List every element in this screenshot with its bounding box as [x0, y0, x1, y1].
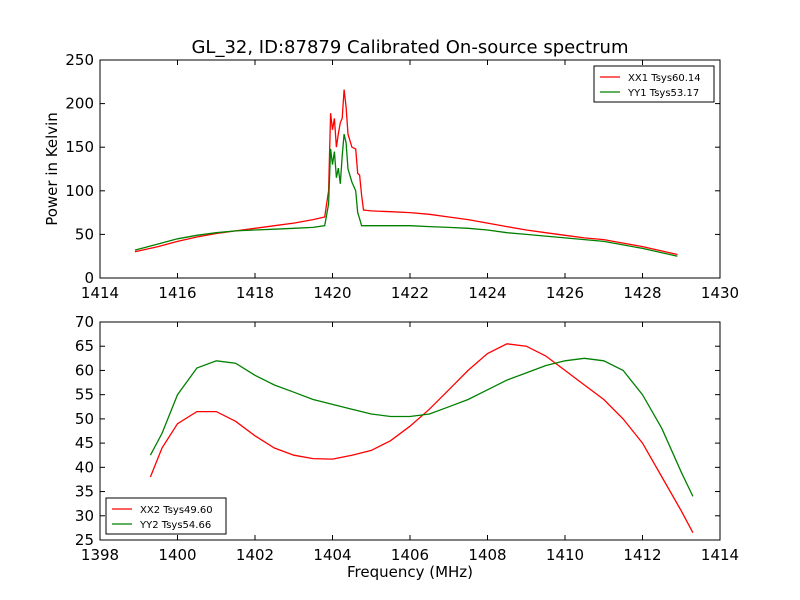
top-plot-y-axis-label: Power in Kelvin: [43, 112, 61, 226]
bottom-y-tick-label: 25: [75, 531, 94, 549]
bottom-plot-series: [149, 343, 694, 534]
top-y-tick-label: 150: [65, 138, 94, 156]
top-legend-label-1: XX1 Tsys60.14: [628, 73, 701, 84]
top-series-line-2: [134, 133, 678, 257]
top-legend-box: [593, 65, 715, 103]
top-y-tick-label: 100: [65, 182, 94, 200]
bottom-y-tick-label: 60: [75, 361, 94, 379]
top-y-tick-label: 50: [75, 225, 94, 243]
top-y-tick-label: 200: [65, 95, 94, 113]
bottom-plot-x-axis-label: Frequency (MHz): [347, 563, 473, 581]
top-x-tick-label: 1416: [158, 284, 196, 302]
bottom-y-tick-label: 50: [75, 410, 94, 428]
top-plot-ticks: 1414 1416 1418 1420 1422 1424 1426 1428 1430 0 50 1…: [65, 51, 739, 302]
bottom-x-tick-label: 1406: [391, 546, 429, 564]
bottom-legend-label-1: XX2 Tsys49.60: [140, 505, 213, 516]
bottom-y-tick-label: 65: [75, 337, 94, 355]
top-x-tick-label: 1414: [81, 284, 119, 302]
bottom-plot: 1398 1400 1402 1404 1406 1408 1410 1412 1414 25 30…: [75, 313, 739, 581]
top-x-tick-label: 1418: [236, 284, 274, 302]
bottom-y-tick-label: 55: [75, 386, 94, 404]
bottom-plot-legend: XX2 Tsys49.60 YY2 Tsys54.66: [105, 497, 227, 535]
top-x-tick-label: 1422: [391, 284, 429, 302]
bottom-plot-ticks: 1398 1400 1402 1404 1406 1408 1410 1412 1414 25 30…: [75, 313, 739, 564]
bottom-x-tick-label: 1404: [313, 546, 351, 564]
bottom-series-line-2: [149, 357, 694, 497]
bottom-x-tick-label: 1398: [81, 546, 119, 564]
bottom-legend-box: [105, 497, 227, 535]
top-y-tick-label: 0: [84, 269, 94, 287]
top-series-line-1: [134, 89, 678, 256]
figure-title: GL_32, ID:87879 Calibrated On-source spe…: [191, 37, 628, 58]
top-y-tick-label: 250: [65, 51, 94, 69]
top-plot: 1414 1416 1418 1420 1422 1424 1426 1428 1430 0 50 1…: [43, 51, 739, 302]
top-plot-series: [134, 89, 678, 257]
top-plot-legend: XX1 Tsys60.14 YY1 Tsys53.17: [593, 65, 715, 103]
bottom-y-tick-label: 35: [75, 483, 94, 501]
bottom-y-tick-label: 45: [75, 434, 94, 452]
bottom-x-tick-label: 1408: [468, 546, 506, 564]
bottom-x-tick-label: 1414: [701, 546, 739, 564]
bottom-legend-label-2: YY2 Tsys54.66: [139, 520, 211, 531]
bottom-y-tick-label: 70: [75, 313, 94, 331]
top-x-tick-label: 1424: [468, 284, 506, 302]
top-x-tick-label: 1420: [313, 284, 351, 302]
bottom-series-line-1: [149, 343, 694, 534]
bottom-y-tick-label: 40: [75, 458, 94, 476]
bottom-x-tick-label: 1400: [158, 546, 196, 564]
bottom-x-tick-label: 1402: [236, 546, 274, 564]
bottom-x-tick-label: 1410: [546, 546, 584, 564]
top-x-tick-label: 1428: [623, 284, 661, 302]
top-legend-label-2: YY1 Tsys53.17: [627, 88, 699, 99]
bottom-x-tick-label: 1412: [623, 546, 661, 564]
bottom-y-tick-label: 30: [75, 507, 94, 525]
top-x-tick-label: 1426: [546, 284, 584, 302]
top-x-tick-label: 1430: [701, 284, 739, 302]
